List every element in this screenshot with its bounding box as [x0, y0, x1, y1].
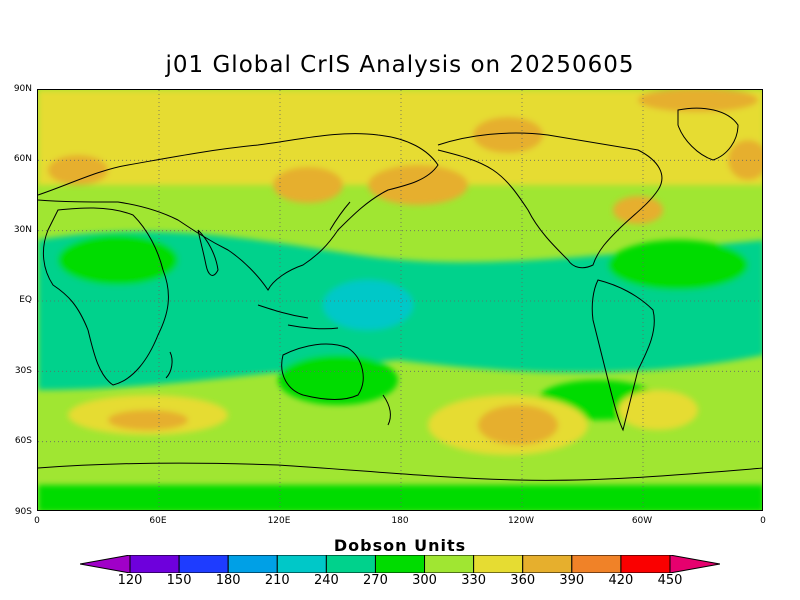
colorbar-tick-label: 270 — [363, 573, 388, 588]
colorbar-bin — [424, 555, 475, 573]
india-coast — [197, 229, 219, 276]
australia-coast — [281, 343, 364, 400]
lat-label-90s: 90S — [14, 507, 32, 517]
lat-label-60n: 60N — [13, 154, 32, 164]
colorbar-below-range — [80, 555, 131, 573]
colorbar-tick-label: 210 — [264, 573, 290, 588]
antarctica-coast — [38, 462, 762, 481]
lat-label-60s: 60S — [14, 436, 32, 446]
colorbar-bin — [325, 555, 376, 573]
north-america-coast — [437, 132, 663, 269]
eurasia-coast — [38, 133, 439, 291]
lat-label-90n: 90N — [13, 84, 32, 94]
maritime-asia-coast — [257, 304, 339, 330]
japan-coast — [329, 201, 351, 231]
ozone-map — [37, 89, 763, 511]
colorbar-tick-label: 240 — [313, 573, 339, 588]
map-canvas — [38, 90, 762, 510]
colorbar-tick-label: 300 — [412, 573, 437, 588]
colorbar-tick-label: 330 — [461, 573, 487, 588]
colorbar-bin — [129, 555, 180, 573]
lon-label-120w: 120W — [507, 516, 535, 526]
coastlines — [38, 107, 762, 481]
colorbar-tick-label: 360 — [510, 573, 536, 588]
graticule — [38, 90, 762, 510]
colorbar-tick-label: 120 — [117, 573, 143, 588]
lon-label-120e: 120E — [267, 516, 291, 526]
madagascar-coast — [165, 351, 173, 379]
lon-label-180: 180 — [391, 516, 409, 526]
colorbar-bin — [374, 555, 426, 573]
greenland-coast — [677, 107, 739, 161]
africa-coast — [42, 207, 169, 386]
map-title: j01 Global CrIS Analysis on 20250605 — [165, 52, 635, 78]
colorbar-above-range — [669, 555, 720, 573]
colorbar-tick-label: 450 — [657, 573, 683, 588]
lon-label-60w: 60W — [631, 516, 653, 526]
colorbar-tick-label: 180 — [215, 573, 241, 588]
lat-label-30s: 30S — [14, 366, 32, 376]
colorbar-bin — [276, 555, 327, 573]
south-america-coast — [591, 279, 655, 432]
lon-label-0-east: 0 — [760, 516, 766, 526]
colorbar-tick-label: 420 — [608, 573, 634, 588]
lat-label-30n: 30N — [13, 225, 32, 235]
lon-label-60e: 60E — [149, 516, 167, 526]
colorbar-bin — [178, 555, 229, 573]
colorbar-tick-label: 390 — [559, 573, 585, 588]
new-zealand-coast — [382, 394, 391, 426]
colorbar-bin — [571, 555, 622, 573]
colorbar — [80, 555, 720, 573]
lat-label-eq: EQ — [19, 295, 32, 305]
ozone-field-contours — [38, 90, 762, 510]
colorbar-title: Dobson Units — [333, 536, 467, 555]
colorbar-bin — [473, 555, 524, 573]
colorbar-tick-label: 150 — [166, 573, 192, 588]
colorbar-bin — [620, 555, 671, 573]
colorbar-bin — [522, 555, 573, 573]
colorbar-bin — [227, 555, 278, 573]
lon-label-0-west: 0 — [34, 516, 40, 526]
